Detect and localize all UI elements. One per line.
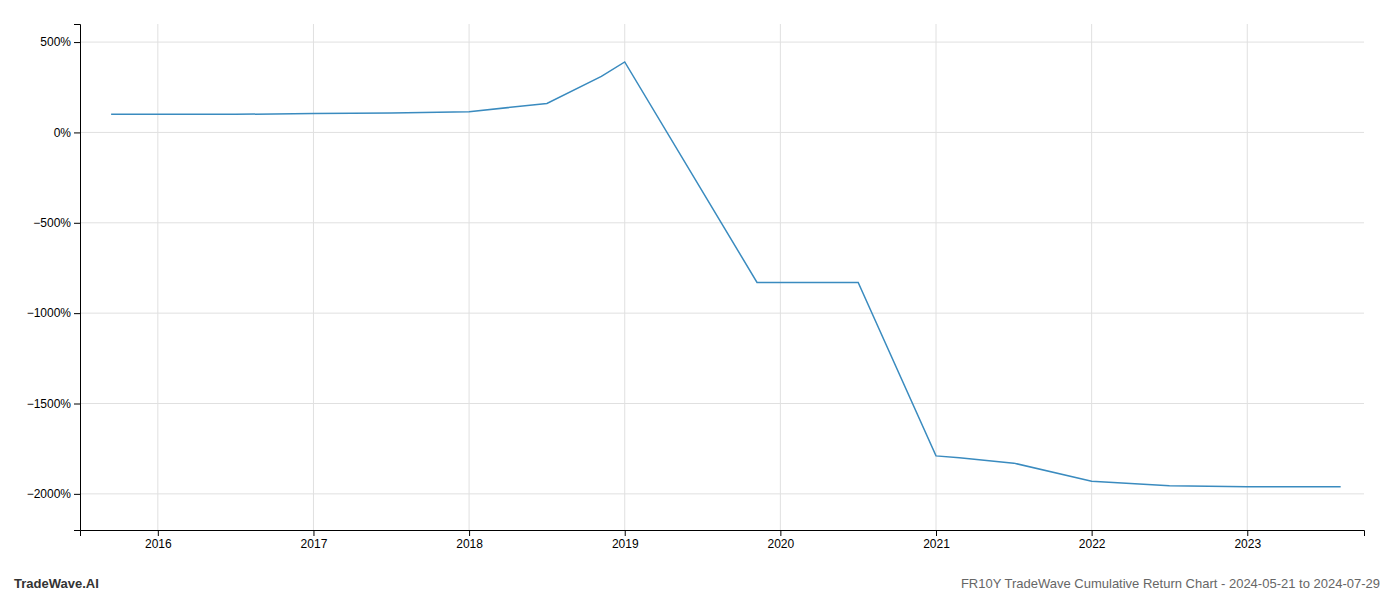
y-tick-label: 0%	[54, 126, 72, 140]
x-tick: 2020	[768, 530, 795, 551]
x-tick: 2021	[923, 530, 950, 551]
y-tick-mark	[74, 42, 80, 43]
y-tick-label: −2000%	[27, 487, 72, 501]
chart: 2016 2017 2018 2019 2020 2021 2022 2023 500% 0% −5…	[0, 0, 1400, 600]
x-tick: 2019	[612, 530, 639, 551]
watermark: TradeWave.AI	[14, 576, 99, 591]
x-tick-label: 2018	[456, 537, 483, 551]
x-tick-label: 2019	[612, 537, 639, 551]
x-tick-mark	[625, 530, 626, 536]
grid-line-x	[313, 24, 314, 530]
x-tick-label: 2022	[1079, 537, 1106, 551]
y-tick-mark	[74, 404, 80, 405]
y-tick: −1000%	[27, 306, 80, 320]
grid-line-x	[780, 24, 781, 530]
line	[111, 62, 1341, 487]
x-tick: 2016	[145, 530, 172, 551]
y-axis-line	[74, 25, 81, 531]
grid-line-y	[80, 42, 1364, 43]
grid-line-y	[80, 132, 1364, 133]
y-axis: 500% 0% −500% −1000% −1500% −2000%	[27, 25, 81, 531]
y-tick-label: −1000%	[27, 306, 72, 320]
title: FR10Y TradeWave Cumulative Return Chart …	[961, 576, 1380, 591]
x-tick: 2017	[301, 530, 328, 551]
y-tick-mark	[74, 313, 80, 314]
x-tick-label: 2021	[923, 537, 950, 551]
y-tick: 0%	[54, 126, 80, 140]
x-tick-label: 2016	[145, 537, 172, 551]
x-tick-label: 2020	[768, 537, 795, 551]
grid-line-x	[469, 24, 470, 530]
y-tick-mark	[74, 223, 80, 224]
grid-line-y	[80, 403, 1364, 404]
x-tick-label: 2017	[301, 537, 328, 551]
grid-line-x	[624, 24, 625, 530]
x-tick-mark	[158, 530, 159, 536]
x-tick-label: 2023	[1234, 537, 1261, 551]
y-tick-label: −500%	[33, 216, 71, 230]
y-tick-mark	[74, 132, 80, 133]
grid-line-y	[80, 493, 1364, 494]
grid-line-x	[157, 24, 158, 530]
grid	[80, 24, 1364, 530]
y-tick-label: −1500%	[27, 397, 72, 411]
x-axis-line	[81, 531, 1365, 537]
x-tick-mark	[313, 530, 314, 536]
y-tick-label: 500%	[40, 35, 71, 49]
y-tick: −1500%	[27, 397, 80, 411]
x-tick-mark	[469, 530, 470, 536]
x-tick-mark	[780, 530, 781, 536]
marks	[111, 62, 1341, 487]
grid-line-y	[80, 313, 1364, 314]
y-tick: −500%	[33, 216, 80, 230]
x-tick-mark	[936, 530, 937, 536]
x-tick-mark	[1247, 530, 1248, 536]
x-tick-mark	[1092, 530, 1093, 536]
y-tick: −2000%	[27, 487, 80, 501]
x-tick: 2023	[1234, 530, 1261, 551]
grid-line-x	[1091, 24, 1092, 530]
x-tick: 2018	[456, 530, 483, 551]
grid-line-x	[1247, 24, 1248, 530]
plot-area: 2016 2017 2018 2019 2020 2021 2022 2023 500% 0% −5…	[27, 24, 1365, 551]
y-tick: 500%	[40, 35, 80, 49]
y-tick-mark	[74, 494, 80, 495]
x-tick: 2022	[1079, 530, 1106, 551]
x-axis: 2016 2017 2018 2019 2020 2021 2022 2023	[81, 530, 1365, 551]
